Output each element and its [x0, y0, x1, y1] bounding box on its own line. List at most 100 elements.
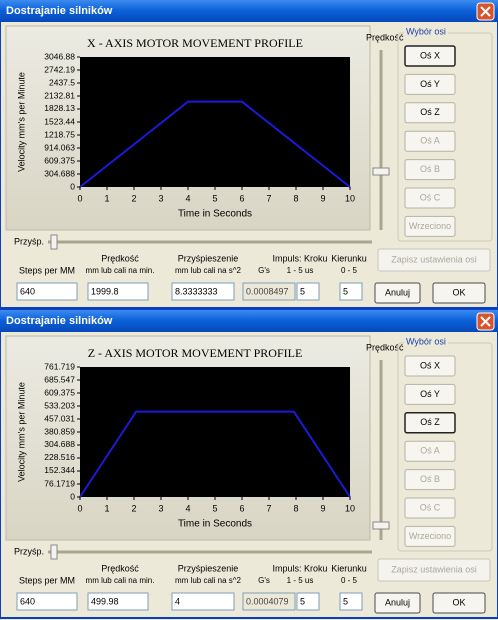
axis-button[interactable]: Oś Y	[404, 73, 456, 95]
y-tick-label: 152.344	[44, 465, 75, 475]
field-input[interactable]: 4	[171, 592, 235, 611]
field-input-box	[242, 592, 296, 611]
field-input[interactable]: 499.98	[87, 592, 149, 611]
accel-label: Przyśp.	[14, 546, 44, 556]
axis-button[interactable]: Oś Z	[404, 412, 456, 434]
axis-button-bg	[404, 383, 456, 405]
cancel-button-bg	[374, 592, 421, 614]
axis-button: Oś A	[404, 130, 456, 152]
field-input-box	[339, 282, 363, 301]
speed-slider-thumb[interactable]	[372, 521, 390, 530]
field-label: Przyśpieszenie	[178, 253, 239, 263]
field-input[interactable]: 640	[16, 282, 78, 301]
y-tick-label: 533.203	[44, 400, 75, 410]
x-tick-label: 7	[266, 193, 271, 203]
x-tick-label: 8	[293, 503, 298, 513]
axis-group-title: Wybór osi	[406, 336, 446, 346]
field-input-box	[16, 282, 78, 301]
field-input[interactable]: 5	[339, 282, 363, 301]
accel-slider-thumb[interactable]	[50, 544, 58, 560]
x-tick-label: 4	[185, 193, 190, 203]
y-axis-label: Velocity mm's per Minute	[16, 72, 26, 172]
field-sublabel: 1 - 5 us	[287, 576, 314, 585]
axis-button: Oś A	[404, 440, 456, 462]
field-sublabel: mm lub cali na s^2	[175, 576, 242, 585]
ok-button-label: OK	[452, 597, 465, 607]
axis-button-bg	[404, 45, 456, 67]
axis-button[interactable]: Oś X	[404, 45, 456, 67]
field-input-box	[87, 592, 149, 611]
y-tick-label: 304.688	[44, 439, 75, 449]
field-value: 499.98	[91, 596, 119, 606]
field-value: 0.0008497	[246, 286, 289, 296]
axis-button-bg	[404, 215, 456, 237]
axis-button[interactable]: Oś Y	[404, 383, 456, 405]
x-tick-label: 1	[104, 193, 109, 203]
save-button: Zapisz ustawienia osi	[391, 254, 477, 264]
field-input[interactable]: 5	[296, 592, 320, 611]
field-label: Kierunku	[331, 563, 367, 573]
field-label: Steps per MM	[19, 575, 75, 585]
close-button[interactable]	[476, 312, 495, 331]
y-tick-label: 1828.13	[44, 103, 75, 113]
y-tick-label: 609.375	[44, 155, 75, 165]
save-button: Zapisz ustawienia osi	[391, 564, 477, 574]
field-input[interactable]: 5	[339, 592, 363, 611]
plot-area	[80, 57, 350, 187]
cancel-button[interactable]: Anuluj	[374, 592, 421, 614]
y-tick-label: 228.516	[44, 452, 75, 462]
axis-button: Oś B	[404, 159, 456, 181]
y-tick-label: 3046.88	[44, 51, 75, 61]
axis-button-label: Oś C	[420, 192, 441, 202]
field-input[interactable]: 5	[296, 282, 320, 301]
axis-button-label: Oś B	[420, 164, 440, 174]
field-value: 8.3333333	[175, 286, 218, 296]
field-input: 0.0004079	[242, 592, 296, 611]
x-tick-label: 3	[158, 193, 163, 203]
axis-button-label: Oś A	[420, 136, 440, 146]
field-label: Prędkość	[101, 253, 139, 263]
axis-button-label: Oś A	[420, 446, 440, 456]
field-input[interactable]: 640	[16, 592, 78, 611]
axis-button-label: Oś Y	[420, 389, 440, 399]
field-input-box	[87, 282, 149, 301]
x-tick-label: 7	[266, 503, 271, 513]
y-tick-label: 457.031	[44, 413, 75, 423]
axis-button[interactable]: Oś Z	[404, 102, 456, 124]
profile-line	[79, 410, 351, 498]
profile-line	[79, 100, 351, 188]
axis-button-label: Oś X	[420, 360, 440, 370]
field-value: 1999.8	[91, 286, 119, 296]
accel-slider-thumb[interactable]	[50, 234, 58, 250]
axis-button: Oś C	[404, 187, 456, 209]
field-value: 4	[175, 596, 180, 606]
axis-button[interactable]: Oś X	[404, 355, 456, 377]
y-tick-label: 2437.5	[49, 77, 75, 87]
close-button[interactable]	[476, 2, 495, 21]
dialog-window: Dostrajanie silników X - AXIS MOTOR MOVEM…	[0, 0, 498, 309]
y-tick-label: 761.719	[44, 361, 75, 371]
axis-button-label: Wrzeciono	[409, 221, 451, 231]
speed-label: Prędkość	[366, 32, 404, 42]
field-value: 640	[20, 286, 35, 296]
field-label: Przyśpieszenie	[178, 563, 239, 573]
cancel-button[interactable]: Anuluj	[374, 282, 421, 304]
window-title: Dostrajanie silników	[6, 315, 113, 327]
axis-button-bg	[404, 469, 456, 491]
y-tick-label: 914.063	[44, 142, 75, 152]
axis-button: Oś C	[404, 497, 456, 519]
axis-button-bg	[404, 73, 456, 95]
axis-button-bg	[404, 440, 456, 462]
ok-button[interactable]: OK	[432, 592, 486, 614]
x-tick-label: 0	[77, 193, 82, 203]
field-label: Kierunku	[331, 253, 367, 263]
field-input[interactable]: 8.3333333	[171, 282, 235, 301]
speed-slider-thumb[interactable]	[372, 167, 390, 176]
axis-button-label: Oś C	[420, 502, 441, 512]
field-sublabel: mm lub cali na min.	[86, 266, 155, 275]
axis-button: Oś B	[404, 469, 456, 491]
field-input-box	[171, 592, 235, 611]
ok-button-bg	[432, 282, 486, 304]
field-input[interactable]: 1999.8	[87, 282, 149, 301]
ok-button[interactable]: OK	[432, 282, 486, 304]
